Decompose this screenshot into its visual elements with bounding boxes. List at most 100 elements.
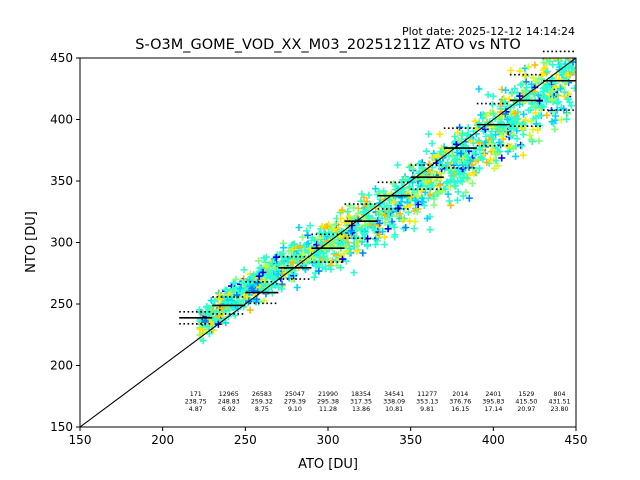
scatter-point (418, 187, 426, 195)
scatter-point (550, 42, 557, 49)
scatter-point (344, 208, 352, 216)
scatter-point (567, 102, 575, 110)
scatter-point (538, 103, 546, 111)
scatter-point (501, 110, 509, 118)
scatter-point (233, 291, 241, 299)
scatter-point (381, 233, 389, 241)
scatter-point (433, 177, 440, 185)
scatter-point (551, 125, 559, 133)
scatter-point (434, 152, 442, 160)
y-tick-label: 250 (50, 297, 73, 311)
scatter-point (329, 226, 337, 234)
bin-stat-label: 34541 (384, 391, 404, 398)
bin-stat-label: 9.81 (420, 406, 434, 413)
scatter-point (429, 181, 437, 189)
scatter-point (498, 132, 506, 140)
scatter-point (535, 75, 543, 83)
x-tick-label: 150 (69, 433, 92, 447)
scatter-point (240, 266, 248, 274)
scatter-point (492, 151, 500, 159)
scatter-point (453, 148, 461, 156)
scatter-point (552, 83, 560, 91)
scatter-point (511, 110, 519, 117)
scatter-point (346, 245, 354, 253)
scatter-point (489, 92, 497, 100)
scatter-point (215, 289, 223, 297)
scatter-point (345, 212, 353, 220)
scatter-point (561, 88, 569, 96)
scatter-point (479, 115, 487, 122)
scatter-point (507, 132, 515, 140)
bin-stat-label: 8.75 (255, 406, 269, 413)
scatter-point (231, 311, 239, 319)
scatter-point (291, 270, 299, 278)
scatter-point (523, 84, 531, 92)
scatter-point (414, 192, 422, 200)
scatter-point (467, 137, 475, 145)
y-tick-label: 200 (50, 359, 73, 373)
scatter-point (489, 146, 497, 154)
y-axis-ticks: 150 200 250 300 350 400 450 (50, 51, 80, 434)
scatter-point (337, 215, 345, 222)
scatter-point (409, 165, 417, 172)
scatter-point (308, 234, 316, 242)
scatter-point (342, 257, 350, 265)
scatter-points (195, 38, 576, 345)
scatter-point (399, 216, 407, 224)
scatter-point (492, 131, 500, 139)
scatter-point (466, 156, 474, 164)
scatter-point (293, 284, 301, 291)
bin-stat-label: 171 (190, 391, 202, 398)
scatter-point (568, 38, 575, 45)
scatter-point (455, 136, 462, 144)
scatter-point (259, 268, 267, 276)
scatter-point (196, 325, 204, 333)
scatter-point (376, 209, 384, 217)
scatter-point (375, 210, 383, 218)
scatter-point (288, 242, 296, 249)
scatter-point (522, 116, 529, 124)
scatter-point (229, 279, 237, 287)
scatter-point (299, 233, 307, 241)
scatter-point (480, 150, 488, 158)
x-tick-label: 300 (317, 433, 340, 447)
scatter-point (436, 169, 444, 177)
scatter-point (524, 63, 532, 71)
scatter-point (541, 94, 549, 102)
scatter-point (285, 274, 293, 282)
bin-stat-label: 431.51 (548, 399, 570, 406)
scatter-point (323, 254, 331, 262)
scatter-point (482, 133, 490, 140)
scatter-point (423, 214, 431, 222)
scatter-point (513, 135, 521, 143)
scatter-point (255, 272, 263, 280)
bin-stat-label: 4.87 (189, 406, 203, 413)
scatter-point (313, 241, 321, 249)
scatter-point (243, 293, 251, 300)
scatter-point (520, 110, 528, 118)
x-tick-label: 350 (399, 433, 422, 447)
scatter-point (535, 91, 542, 99)
scatter-point (540, 59, 548, 67)
scatter-point (318, 222, 326, 230)
scatter-point (482, 122, 490, 130)
scatter-point (268, 259, 276, 267)
scatter-point (438, 161, 446, 169)
x-tick-label: 400 (482, 433, 505, 447)
scatter-point (406, 183, 414, 190)
scatter-point (268, 275, 276, 283)
scatter-point (291, 251, 299, 259)
scatter-point (350, 204, 358, 212)
scatter-point (262, 280, 270, 288)
scatter-point (232, 275, 240, 283)
scatter-point (390, 223, 398, 231)
scatter-point (548, 118, 556, 126)
scatter-point (476, 164, 483, 172)
scatter-point (568, 65, 575, 72)
bin-stat-label: 338.09 (383, 399, 405, 406)
scatter-point (320, 249, 327, 257)
scatter-point (391, 231, 399, 239)
scatter-point (542, 98, 550, 106)
scatter-point (310, 273, 318, 281)
bin-stat-label: 25047 (285, 391, 305, 398)
